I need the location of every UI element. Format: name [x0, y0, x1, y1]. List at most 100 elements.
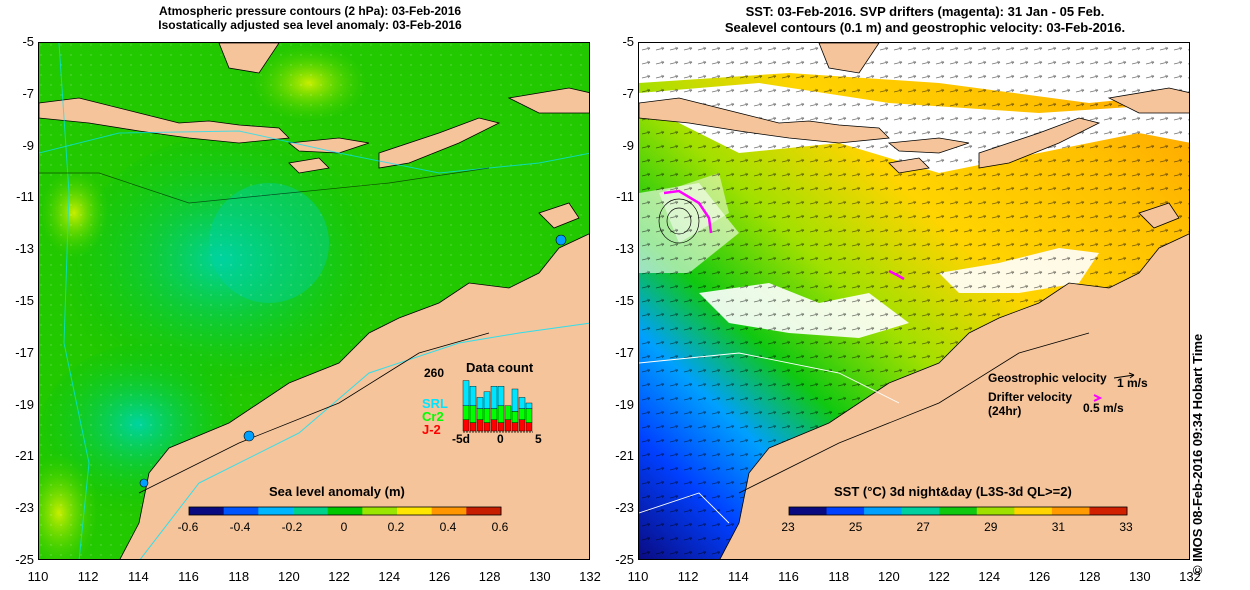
data-count-bar-segment: [511, 411, 519, 423]
y-tick-label: -15: [615, 293, 634, 308]
data-count-bar-segment: [462, 419, 470, 432]
colorbar-tick-label: 0.6: [491, 520, 509, 534]
data-count-title: Data count: [466, 360, 534, 375]
colorbar-segment: [1051, 507, 1090, 515]
data-count-bar-segment: [462, 380, 470, 407]
sst-map: [639, 43, 1189, 559]
y-tick-label: -17: [15, 344, 34, 360]
x-tick-label: 112: [677, 569, 699, 584]
x-tick-label: 128: [1078, 569, 1101, 584]
y-tick-label: -19: [615, 396, 634, 412]
right-title-line2: Sealevel contours (0.1 m) and geostrophi…: [724, 20, 1126, 35]
colorbar-segment: [1089, 507, 1128, 515]
tide-gauge-marker: [555, 234, 567, 246]
y-tick-label: -25: [615, 552, 634, 567]
colorbar-tick-label: 33: [1119, 520, 1133, 534]
data-count-bar-segment: [490, 408, 498, 421]
data-count-bar-segment: [483, 422, 491, 432]
x-tick-label: 126: [428, 569, 451, 584]
australia-land: [119, 233, 589, 559]
y-tick-label: -7: [622, 85, 634, 101]
colorbar-tick-label: 23: [781, 520, 795, 534]
y-tick-label: -5: [22, 34, 34, 49]
colorbar-segment: [397, 507, 433, 515]
y-tick-label: -13: [615, 241, 634, 257]
y-tick-label: -7: [22, 85, 34, 101]
y-tick-label: -5: [622, 34, 634, 49]
colorbar-tick-label: 27: [916, 520, 930, 534]
x-tick-label: 110: [627, 569, 649, 584]
colorbar-segment: [976, 507, 1015, 515]
colorbar-segment: [327, 507, 363, 515]
y-tick-label: -13: [15, 241, 34, 257]
y-tick-label: -21: [15, 448, 34, 464]
drifter-velocity-period: (24hr): [988, 404, 1022, 418]
x-tick-label: 112: [77, 569, 99, 584]
data-count-bar-segment: [483, 391, 491, 409]
x-tick-label: 130: [528, 569, 551, 584]
colorbar-segment: [864, 507, 903, 515]
colorbar-segment: [939, 507, 978, 515]
data-count-bar-segment: [469, 386, 477, 407]
colorbar-segment: [293, 507, 329, 515]
sst-colorbar: [788, 506, 1128, 516]
colorbar-tick-label: -0.4: [229, 520, 251, 534]
colorbar-segment: [431, 507, 467, 515]
data-count-bar-segment: [525, 422, 533, 432]
data-count-bar-segment: [476, 397, 484, 409]
right-title-line1: SST: 03-Feb-2016. SVP drifters (magenta)…: [745, 4, 1105, 19]
timor-land: [978, 117, 1101, 169]
satellite-label: J-2: [422, 422, 441, 437]
x-tick-label: 114: [127, 569, 149, 584]
y-tick-label: -19: [15, 396, 34, 412]
colorbar-segment: [1014, 507, 1053, 515]
sla-colorbar: [188, 506, 502, 516]
drifter-track: [888, 269, 905, 281]
data-count-x-tick: 0: [497, 432, 504, 446]
data-count-bar-segment: [518, 397, 526, 409]
australia-land: [719, 233, 1189, 559]
x-tick-label: 114: [727, 569, 749, 584]
colorbar-tick-label: 25: [848, 520, 863, 534]
left-title-line1: Atmospheric pressure contours (2 hPa): 0…: [158, 4, 462, 18]
x-tick-label: 120: [878, 569, 900, 584]
y-tick-label: -11: [616, 189, 634, 205]
sst-colorbar-title: SST (°C) 3d night&day (L3S-3d QL>=2): [834, 484, 1072, 499]
x-tick-label: 122: [928, 569, 950, 584]
data-count-bar-segment: [497, 386, 505, 407]
tide-gauge-marker: [243, 430, 255, 442]
sunda-islands-land: [639, 97, 890, 144]
data-count-bar-segment: [518, 419, 526, 432]
geostrophic-velocity-arrow-icon: [1113, 374, 1135, 379]
data-count-bar-segment: [469, 422, 477, 432]
colorbar-segment: [466, 507, 502, 515]
data-count-histogram: [462, 380, 533, 433]
y-tick-label: -11: [16, 189, 34, 205]
y-tick-label: -9: [622, 137, 634, 153]
y-tick-label: -17: [615, 344, 634, 360]
colorbar-tick-label: 29: [984, 520, 998, 534]
data-count-max-label: 260: [424, 366, 445, 380]
data-count-bar-segment: [518, 408, 526, 421]
imos-credit: © IMOS 08-Feb-2016 09:34 Hobart Time: [1190, 333, 1205, 575]
x-tick-label: 124: [978, 569, 1001, 584]
tide-gauge-marker: [139, 478, 149, 488]
sla-map: [39, 43, 589, 559]
sla-colorbar-title: Sea level anomaly (m): [269, 484, 405, 499]
x-tick-label: 122: [328, 569, 350, 584]
x-tick-label: 126: [1028, 569, 1051, 584]
data-count-bar-segment: [476, 408, 484, 421]
y-tick-label: -9: [22, 137, 34, 153]
colorbar-segment: [826, 507, 865, 515]
drifter-velocity-label: Drifter velocity: [988, 390, 1073, 404]
x-tick-label: 118: [228, 569, 250, 584]
y-tick-label: -25: [15, 552, 34, 567]
data-count-bar-segment: [462, 405, 470, 420]
data-count-bar-segment: [525, 402, 533, 409]
x-tick-label: 118: [828, 569, 850, 584]
geostrophic-velocity-value: 1 m/s: [1117, 376, 1148, 390]
x-tick-label: 132: [1179, 569, 1201, 584]
colorbar-segment: [789, 507, 828, 515]
x-tick-label: 116: [778, 569, 799, 584]
data-count-bar-segment: [490, 419, 498, 432]
